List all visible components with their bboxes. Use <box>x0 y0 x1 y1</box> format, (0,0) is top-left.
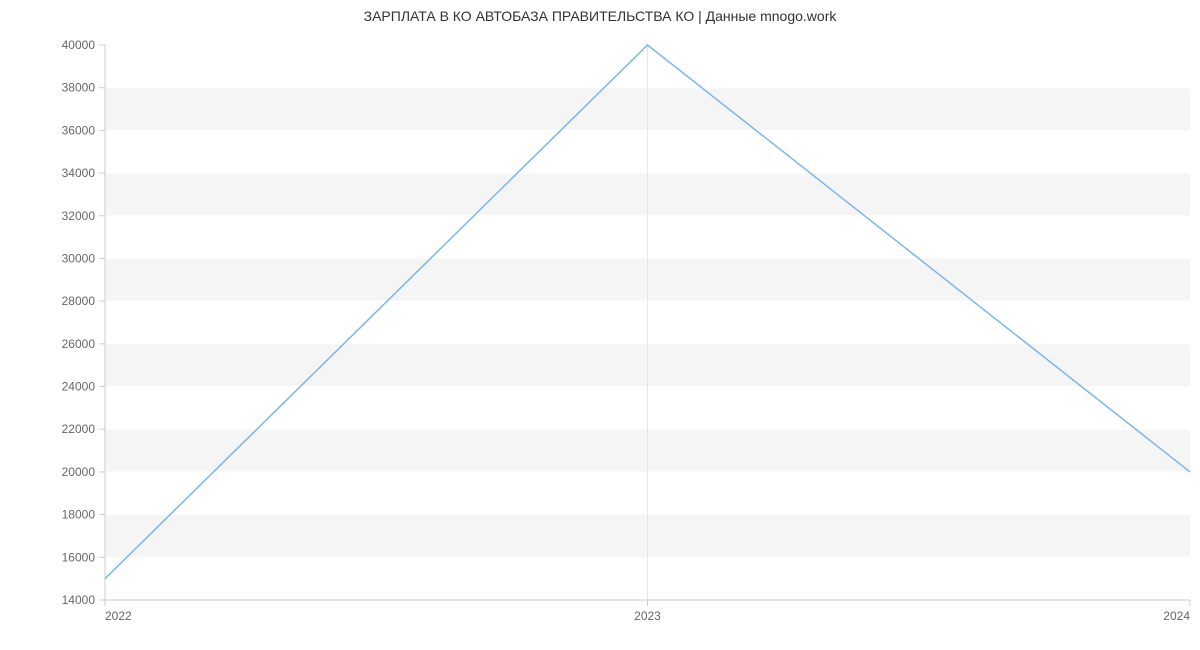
y-tick-label: 36000 <box>62 123 96 137</box>
y-tick-label: 40000 <box>62 38 96 52</box>
y-tick-label: 24000 <box>62 380 96 394</box>
y-tick-label: 18000 <box>62 508 96 522</box>
x-tick-label: 2022 <box>105 609 132 623</box>
y-tick-label: 38000 <box>62 81 96 95</box>
x-tick-label: 2024 <box>1163 609 1190 623</box>
y-tick-label: 16000 <box>62 550 96 564</box>
y-tick-label: 14000 <box>62 593 96 607</box>
chart-svg: 14000 16000 18000 20000 22000 24000 26000 28000… <box>0 0 1200 650</box>
y-tick-label: 30000 <box>62 251 96 265</box>
y-tick-label: 28000 <box>62 294 96 308</box>
y-tick-label: 20000 <box>62 465 96 479</box>
y-tick-label: 34000 <box>62 166 96 180</box>
y-tick-label: 22000 <box>62 422 96 436</box>
y-tick-label: 26000 <box>62 337 96 351</box>
y-tick-label: 32000 <box>62 209 96 223</box>
x-tick-label: 2023 <box>634 609 661 623</box>
chart-container: ЗАРПЛАТА В КО АВТОБАЗА ПРАВИТЕЛЬСТВА КО … <box>0 0 1200 650</box>
